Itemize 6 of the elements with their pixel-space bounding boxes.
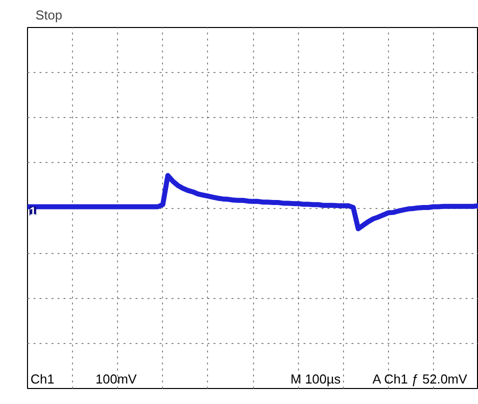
text: M 100µs: [290, 372, 342, 386]
text: Stop: [36, 8, 62, 22]
annotation: 1: [30, 204, 36, 219]
text: Ch1: [30, 372, 54, 386]
text: 100mV: [96, 372, 138, 386]
text: A Ch1 ƒ 52.0mV: [372, 372, 468, 386]
